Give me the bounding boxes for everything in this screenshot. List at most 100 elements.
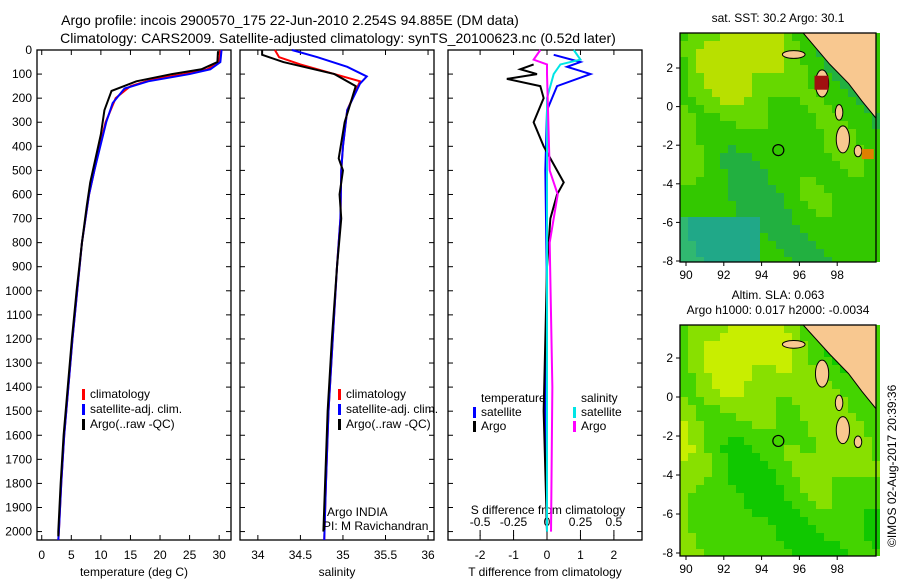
map-cell	[760, 129, 768, 137]
y-tick-label: 2000	[5, 525, 32, 539]
map-cell	[824, 469, 832, 477]
map-cell	[696, 241, 704, 249]
map-cell	[752, 97, 760, 105]
map-cell	[840, 461, 848, 469]
map-cell	[688, 81, 696, 89]
map-cell	[688, 73, 696, 81]
map-cell	[680, 405, 688, 413]
map-cell	[784, 437, 792, 445]
map-cell	[768, 121, 776, 129]
map-cell	[704, 169, 712, 177]
map-cell	[848, 233, 856, 241]
map-cell	[840, 485, 848, 493]
map-cell	[744, 49, 752, 57]
map-cell	[856, 209, 864, 217]
map-cell	[688, 65, 696, 73]
map-cell	[680, 41, 688, 49]
map-cell	[720, 357, 728, 365]
map-cell	[768, 57, 776, 65]
map-cell	[848, 421, 856, 429]
map-cell	[712, 217, 720, 225]
map-cell	[824, 193, 832, 201]
map-cell	[704, 57, 712, 65]
map-cell	[792, 257, 800, 262]
map-cell	[816, 541, 824, 549]
map-cell	[744, 89, 752, 97]
map-cell	[712, 169, 720, 177]
legend-label: satellite-adj. clim.	[90, 402, 182, 416]
map-cell	[864, 121, 872, 129]
map-cell	[696, 57, 704, 65]
map-cell	[776, 469, 784, 477]
map-cell	[864, 169, 872, 177]
map-cell	[864, 541, 872, 549]
map-cell	[848, 225, 856, 233]
map-cell	[688, 201, 696, 209]
map-cell	[808, 81, 816, 89]
map-cell	[736, 525, 744, 533]
map-cell	[792, 65, 800, 73]
map-cell	[840, 381, 848, 389]
map-cell	[800, 453, 808, 461]
map-cell	[704, 525, 712, 533]
map-cell	[760, 81, 768, 89]
map-cell	[784, 453, 792, 461]
map-cell	[704, 209, 712, 217]
map-cell	[784, 249, 792, 257]
map-cell	[808, 153, 816, 161]
map-cell	[800, 249, 808, 257]
map-cell	[776, 169, 784, 177]
map-cell	[688, 97, 696, 105]
map-cell	[688, 389, 696, 397]
sst-map: sat. SST: 30.2 Argo: 30.1 90 92 94 96 98 2 0 -2 -…	[662, 11, 880, 282]
map-cell	[832, 477, 840, 485]
map-cell	[832, 241, 840, 249]
map-cell	[832, 453, 840, 461]
map-cell	[784, 113, 792, 121]
map-cell	[864, 445, 872, 453]
map-cell	[848, 517, 856, 525]
map-cell	[784, 257, 792, 262]
map-cell	[808, 129, 816, 137]
map-cell	[760, 185, 768, 193]
map-cell	[864, 533, 872, 541]
map-cell	[680, 161, 688, 169]
map-cell	[720, 233, 728, 241]
map-cell	[816, 129, 824, 137]
map-cell	[808, 121, 816, 129]
map-cell	[840, 97, 848, 105]
map-cell	[840, 193, 848, 201]
map-cell	[720, 33, 728, 41]
legend-swatch	[473, 421, 476, 432]
map-cell	[704, 249, 712, 257]
map-cell	[720, 349, 728, 357]
map-cell	[776, 49, 784, 57]
map-cell	[728, 241, 736, 249]
map-cell	[776, 461, 784, 469]
map-cell	[784, 477, 792, 485]
map-cell	[792, 201, 800, 209]
map-cell	[832, 201, 840, 209]
map-cell	[864, 241, 872, 249]
map-cell	[720, 73, 728, 81]
map-cell	[712, 397, 720, 405]
map-cell	[744, 381, 752, 389]
map-cell	[824, 397, 832, 405]
title-line-1: Argo profile: incois 2900570_175 22-Jun-…	[61, 12, 519, 28]
map-cell	[712, 185, 720, 193]
y-tick-label: 1600	[5, 428, 32, 442]
map-cell	[688, 341, 696, 349]
map-cell	[832, 81, 840, 89]
map-cell	[680, 341, 688, 349]
map-cell	[848, 185, 856, 193]
map-cell	[776, 325, 784, 333]
hot-spot	[861, 149, 874, 160]
map-cell	[736, 161, 744, 169]
map-cell	[728, 405, 736, 413]
legend-swatch	[82, 389, 85, 400]
map-cell	[688, 509, 696, 517]
map-cell	[824, 137, 832, 145]
x-tick-label: 35	[336, 548, 350, 562]
map-cell	[848, 533, 856, 541]
